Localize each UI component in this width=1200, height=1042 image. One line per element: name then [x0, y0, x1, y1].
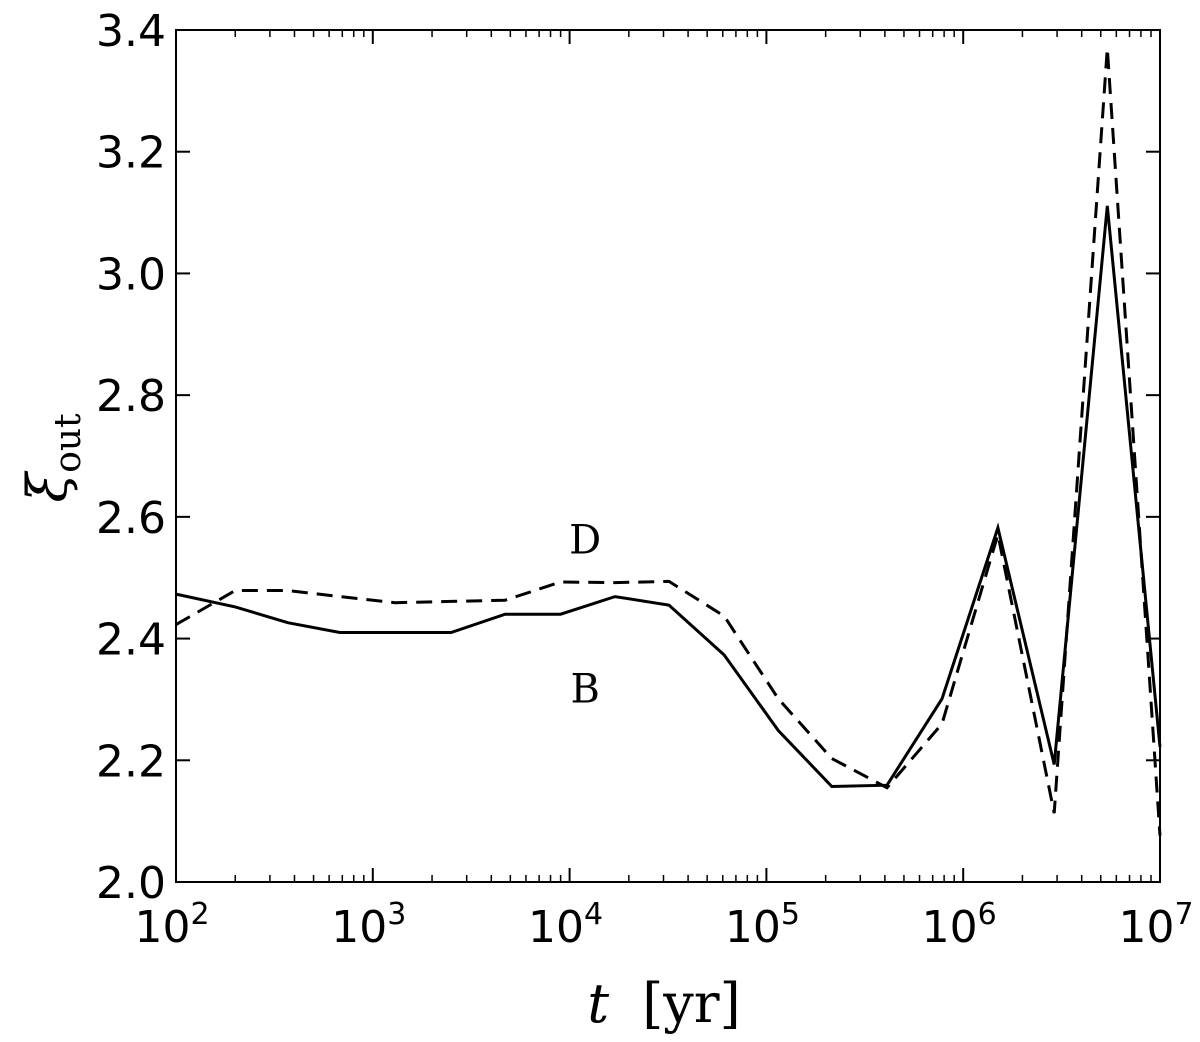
- x-tick-label: 107: [1118, 897, 1193, 953]
- x-tick-base: 10: [922, 902, 978, 953]
- series-annotation-D: D: [569, 517, 601, 563]
- y-tick-label: 3.4: [96, 6, 166, 57]
- x-axis-unit: [yr]: [642, 972, 740, 1035]
- y-axis-variable: ξ: [16, 471, 79, 503]
- x-tick-exponent: 2: [190, 897, 209, 932]
- x-tick-exponent: 3: [387, 897, 406, 932]
- series-line-dashed: [175, 48, 1162, 836]
- y-tick-label: 2.2: [96, 736, 166, 787]
- y-tick-label: 2.0: [96, 858, 166, 909]
- y-tick-marks: [176, 29, 1160, 883]
- plot-frame: [175, 29, 1161, 883]
- x-tick-base: 10: [1118, 902, 1174, 953]
- x-axis-label: t [yr]: [587, 972, 740, 1035]
- y-tick-label: 3.0: [96, 249, 166, 300]
- svg-text:ξout: ξout: [16, 413, 89, 503]
- series-line-solid: [175, 205, 1162, 789]
- x-tick-base: 10: [134, 902, 190, 953]
- x-tick-labels: 102 103 104 105 106 107: [134, 897, 1193, 953]
- x-tick-label: 106: [922, 897, 997, 953]
- x-tick-exponent: 4: [584, 897, 603, 932]
- y-tick-label: 2.8: [96, 371, 166, 422]
- x-tick-exponent: 7: [1174, 897, 1193, 932]
- y-tick-labels: 2.0 2.2 2.4 2.6 2.8 3.0 3.2 3.4: [96, 6, 166, 909]
- x-tick-base: 10: [528, 902, 584, 953]
- y-tick-label: 2.4: [96, 615, 166, 666]
- x-tick-label: 102: [134, 897, 209, 953]
- y-tick-label: 2.6: [96, 493, 166, 544]
- y-axis-subscript: out: [48, 413, 89, 473]
- x-tick-label: 103: [331, 897, 406, 953]
- y-tick-label: 3.2: [96, 128, 166, 179]
- annotation-layer: DB: [569, 517, 601, 712]
- series-annotation-B: B: [570, 666, 599, 712]
- x-tick-exponent: 6: [978, 897, 997, 932]
- x-axis-variable: t: [587, 972, 609, 1035]
- x-tick-marks: [175, 30, 1161, 882]
- x-tick-label: 105: [725, 897, 800, 953]
- series-layer: [175, 48, 1162, 836]
- y-axis-label: ξout: [16, 413, 89, 503]
- x-tick-label: 104: [528, 897, 603, 953]
- x-tick-base: 10: [725, 902, 781, 953]
- x-tick-exponent: 5: [781, 897, 800, 932]
- x-tick-base: 10: [331, 902, 387, 953]
